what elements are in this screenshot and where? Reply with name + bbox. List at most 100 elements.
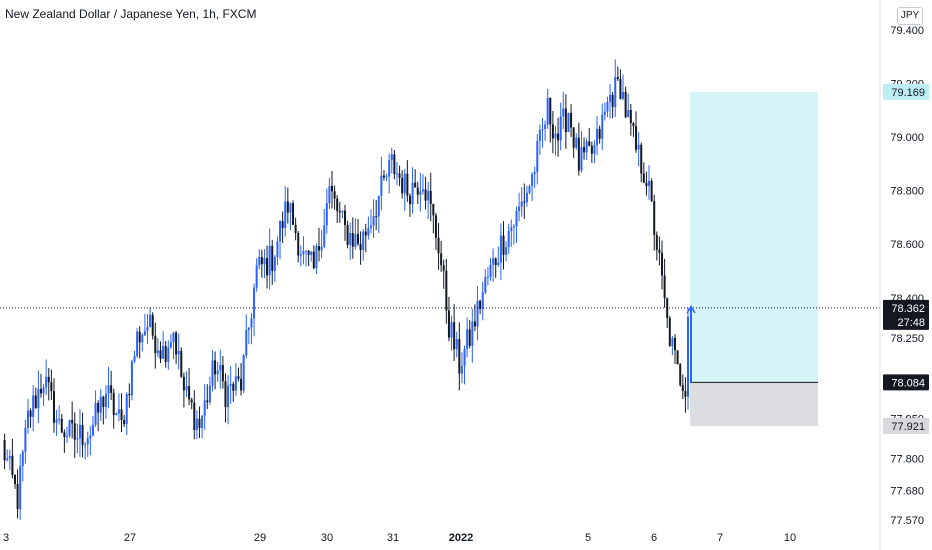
x-tick-label: 10: [784, 532, 796, 544]
candle-body: [11, 455, 14, 475]
x-axis: 3 27 29 30 31 2022 5 6 7 10: [3, 532, 796, 544]
candle-body: [559, 116, 562, 141]
candle-body: [359, 243, 362, 250]
candle-body: [575, 137, 578, 148]
candle-body: [104, 393, 107, 407]
candle-body: [429, 190, 432, 204]
candle-body: [107, 385, 110, 394]
y-tick-label: 78.800: [890, 186, 924, 198]
candle-body: [541, 128, 544, 130]
candle-body: [289, 203, 292, 213]
candle-body: [666, 298, 669, 319]
chart-title: New Zealand Dollar / Japanese Yen, 1h, F…: [5, 7, 257, 21]
candle-body: [648, 180, 651, 187]
candle-body: [632, 123, 635, 126]
candle-body: [279, 221, 282, 242]
x-tick-label: 5: [585, 532, 591, 544]
candle-body: [91, 424, 94, 436]
entry-price-label-bg: [883, 374, 929, 391]
candle-body: [307, 250, 310, 255]
candle-body: [585, 141, 588, 153]
candle-body: [198, 418, 201, 428]
candle-body: [674, 338, 677, 351]
candle-body: [416, 187, 419, 195]
candle-body: [162, 345, 165, 359]
candle-body: [473, 321, 476, 327]
candle-body: [24, 427, 27, 452]
candle-body: [156, 350, 159, 354]
chart-overlay: [0, 305, 880, 383]
candle-body: [614, 77, 617, 107]
y-tick-label: 78.250: [890, 333, 924, 345]
x-tick-label: 3: [3, 532, 9, 544]
candle-body: [398, 173, 401, 178]
candle-body: [297, 233, 300, 256]
candle-body: [45, 376, 48, 388]
x-tick-label: 7: [717, 532, 723, 544]
candle-body: [338, 211, 341, 213]
candle-body: [65, 435, 68, 437]
candle-body: [190, 399, 193, 403]
candle-body: [19, 466, 22, 510]
loss-zone: [690, 382, 818, 427]
candle-body: [250, 318, 253, 328]
candle-body: [193, 402, 196, 431]
candle-body: [195, 418, 198, 431]
candle-body: [668, 318, 671, 347]
candle-body: [479, 300, 482, 310]
candle-body: [286, 201, 289, 213]
candle-body: [315, 246, 318, 269]
candle-body: [203, 400, 206, 416]
candle-body: [29, 410, 32, 417]
candle-body: [94, 403, 97, 425]
candle-body: [284, 201, 287, 229]
candle-body: [323, 225, 326, 247]
candle-body: [201, 415, 204, 428]
candle-body: [611, 95, 614, 107]
y-axis[interactable]: 79.40079.20079.00078.80078.60078.40078.2…: [879, 0, 924, 550]
candle-body: [567, 113, 570, 133]
candle-body: [406, 173, 409, 196]
candle-body: [609, 95, 612, 102]
candle-body: [240, 378, 243, 391]
candle-body: [455, 339, 458, 350]
candle-body: [172, 332, 175, 343]
candle-body: [492, 258, 495, 265]
candle-body: [185, 386, 188, 391]
candle-body: [533, 172, 536, 175]
candle-body: [551, 124, 554, 139]
candle-body: [627, 110, 630, 118]
position-zones: [690, 91, 818, 427]
candle-body: [130, 361, 133, 396]
candle-body: [78, 424, 81, 439]
candle-body: [58, 418, 61, 420]
y-tick-label: 77.570: [890, 515, 924, 527]
candle-body: [538, 129, 541, 142]
candle-body: [679, 364, 682, 386]
candle-body: [663, 275, 666, 299]
candle-body: [349, 233, 352, 245]
candle-body: [138, 331, 141, 343]
candle-body: [505, 247, 508, 255]
candle-body: [255, 265, 258, 288]
candle-body: [115, 413, 118, 416]
candle-body: [26, 410, 29, 428]
candle-body: [232, 384, 235, 391]
candle-body: [302, 250, 305, 255]
candle-body: [489, 264, 492, 277]
currency-button[interactable]: JPY: [897, 7, 923, 25]
candle-body: [177, 350, 180, 355]
candle-body: [427, 190, 430, 201]
candle-body: [84, 444, 87, 446]
candle-body: [598, 128, 601, 139]
stop-price-label-bg: [883, 418, 929, 435]
candle-body: [263, 258, 266, 265]
candle-body: [271, 245, 274, 271]
candle-body: [562, 108, 565, 117]
candle-body: [71, 419, 74, 424]
candle-body: [97, 403, 100, 413]
candle-body: [557, 133, 560, 141]
candle-body: [572, 127, 575, 148]
candle-body: [546, 97, 549, 125]
